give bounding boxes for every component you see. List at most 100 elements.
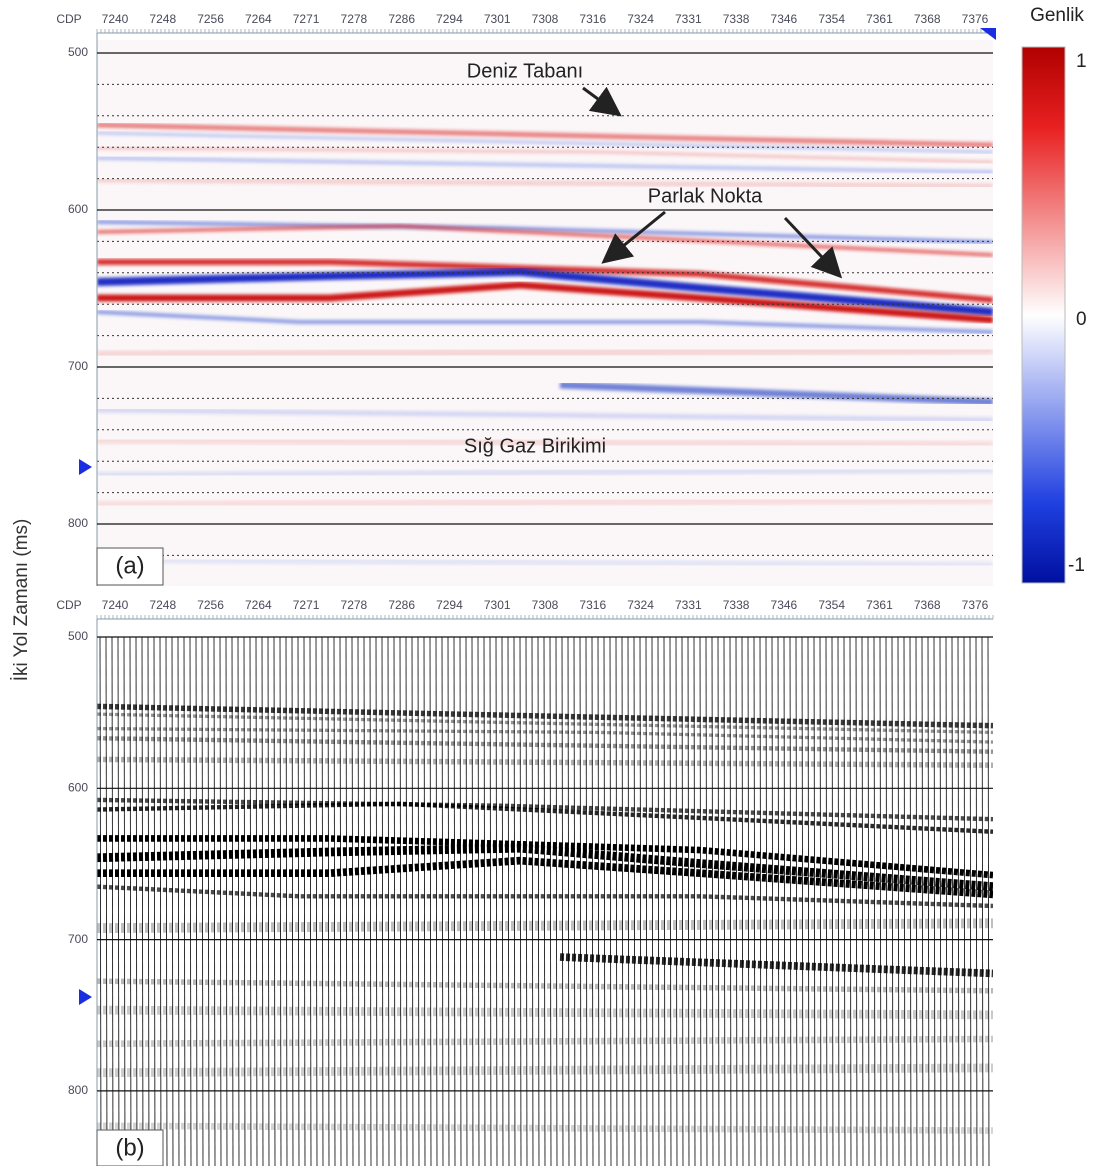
trace	[585, 636, 588, 1166]
reflector	[97, 1122, 993, 1134]
reflector	[97, 756, 993, 768]
trace	[777, 636, 780, 1166]
cdp-tick-label: 7286	[388, 598, 415, 612]
reflector	[97, 856, 993, 899]
trace	[633, 636, 636, 1166]
trace	[795, 636, 798, 1166]
horizon	[97, 223, 993, 257]
trace	[255, 636, 258, 1166]
trace	[279, 636, 282, 1166]
trace	[909, 636, 912, 1166]
colorbar-label: 0	[1076, 309, 1087, 330]
colorbar-label: -1	[1068, 555, 1085, 576]
cdp-tick-label: 7354	[818, 598, 845, 612]
trace	[357, 636, 360, 1166]
trace	[591, 636, 594, 1166]
trace	[963, 636, 966, 1166]
cdp-tick-label: 7361	[866, 12, 893, 26]
trace	[987, 636, 990, 1166]
arrow	[601, 210, 666, 264]
reflector	[559, 953, 993, 978]
trace	[459, 636, 462, 1166]
trace	[405, 636, 408, 1166]
trace	[465, 636, 468, 1166]
reflector	[97, 884, 993, 909]
trace	[879, 636, 882, 1166]
horizon	[97, 156, 993, 174]
annotation: Sığ Gaz Birikimi	[464, 435, 606, 457]
trace	[519, 636, 522, 1166]
trace	[183, 636, 186, 1166]
time-tick-label: 600	[68, 202, 88, 216]
cdp-tick-label: 7346	[771, 12, 798, 26]
trace	[531, 636, 534, 1166]
horizon	[97, 557, 993, 568]
cdp-tick-label: 7361	[866, 598, 893, 612]
trace	[711, 636, 714, 1166]
horizon	[97, 281, 993, 324]
trace	[345, 636, 348, 1166]
trace	[705, 636, 708, 1166]
cdp-tick-label: 7294	[436, 12, 463, 26]
trace	[717, 636, 720, 1166]
trace	[177, 636, 180, 1166]
reflector	[97, 978, 993, 994]
cdp-tick-label: 7354	[818, 12, 845, 26]
cdp-tick-label: 7264	[245, 598, 272, 612]
reflector	[97, 1063, 993, 1078]
trace	[837, 636, 840, 1166]
trace	[951, 636, 954, 1166]
colorbar-title: Genlik	[1030, 5, 1084, 26]
trace	[297, 636, 300, 1166]
trace	[495, 636, 498, 1166]
trace	[105, 636, 108, 1166]
trace	[831, 636, 834, 1166]
trace	[117, 636, 120, 1166]
trace	[195, 636, 198, 1166]
trace	[759, 636, 762, 1166]
trace	[783, 636, 786, 1166]
annotation: Deniz Tabanı	[467, 60, 583, 82]
trace	[327, 636, 330, 1166]
trace	[111, 636, 114, 1166]
trace	[411, 636, 414, 1166]
trace	[579, 636, 582, 1166]
cdp-tick-label: 7248	[149, 12, 176, 26]
trace	[741, 636, 744, 1166]
trace	[687, 636, 690, 1166]
trace	[501, 636, 504, 1166]
marker	[79, 989, 92, 1005]
trace	[375, 636, 378, 1166]
trace	[315, 636, 318, 1166]
trace	[201, 636, 204, 1166]
trace	[123, 636, 126, 1166]
trace	[351, 636, 354, 1166]
trace	[393, 636, 396, 1166]
horizon	[97, 345, 993, 360]
reflector	[97, 1005, 993, 1020]
cdp-tick-label: 7248	[149, 598, 176, 612]
trace	[903, 636, 906, 1166]
trace	[447, 636, 450, 1166]
trace	[537, 636, 540, 1166]
trace	[813, 636, 816, 1166]
horizon	[97, 407, 993, 423]
trace	[927, 636, 930, 1166]
trace	[165, 636, 168, 1166]
annotation: Parlak Nokta	[648, 185, 763, 207]
trace	[945, 636, 948, 1166]
horizon	[559, 381, 993, 406]
cdp-tick-label: 7308	[532, 12, 559, 26]
trace	[225, 636, 228, 1166]
horizon	[97, 131, 993, 154]
trace	[621, 636, 624, 1166]
trace	[381, 636, 384, 1166]
trace	[861, 636, 864, 1166]
trace	[387, 636, 390, 1166]
trace	[615, 636, 618, 1166]
marker	[79, 459, 92, 475]
trace	[303, 636, 306, 1166]
trace	[543, 636, 546, 1166]
trace	[549, 636, 552, 1166]
cdp-tick-label: 7338	[723, 12, 750, 26]
